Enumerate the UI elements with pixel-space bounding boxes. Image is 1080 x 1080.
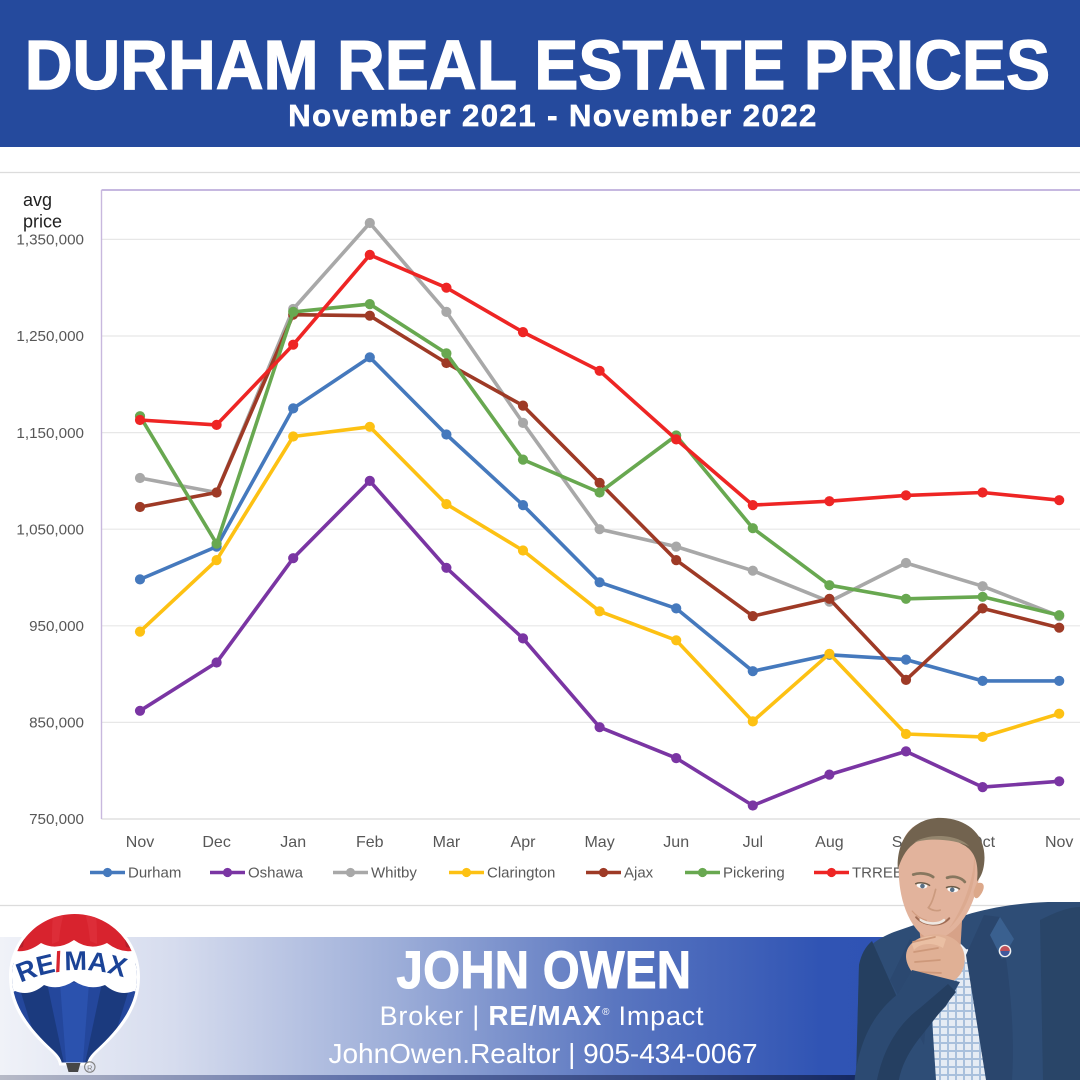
svg-text:Jan: Jan [280,834,306,851]
svg-text:Apr: Apr [511,834,537,851]
svg-text:price: price [23,212,62,232]
svg-text:Whitby: Whitby [371,865,417,882]
svg-text:TRREB: TRREB [852,865,903,882]
svg-text:1,350,000: 1,350,000 [16,232,84,249]
svg-text:Jul: Jul [743,834,763,851]
svg-text:Feb: Feb [356,834,384,851]
svg-text:Aug: Aug [815,834,843,851]
svg-text:Pickering: Pickering [723,865,785,882]
svg-text:Jun: Jun [663,834,689,851]
svg-text:1,150,000: 1,150,000 [16,425,84,442]
svg-text:Nov: Nov [1045,834,1073,851]
svg-text:1,050,000: 1,050,000 [16,521,84,538]
svg-text:950,000: 950,000 [29,618,84,635]
svg-text:Mar: Mar [433,834,461,851]
svg-text:Clarington: Clarington [487,865,555,882]
svg-text:Dec: Dec [202,834,230,851]
svg-text:Oshawa: Oshawa [248,865,304,882]
svg-text:R: R [87,1064,92,1073]
svg-text:May: May [584,834,614,851]
svg-text:Durham: Durham [128,865,181,882]
svg-text:Nov: Nov [126,834,154,851]
svg-text:750,000: 750,000 [29,811,84,828]
svg-text:850,000: 850,000 [29,715,84,732]
svg-text:1,250,000: 1,250,000 [16,328,84,345]
svg-text:avg: avg [23,190,52,210]
svg-text:Ajax: Ajax [624,865,654,882]
